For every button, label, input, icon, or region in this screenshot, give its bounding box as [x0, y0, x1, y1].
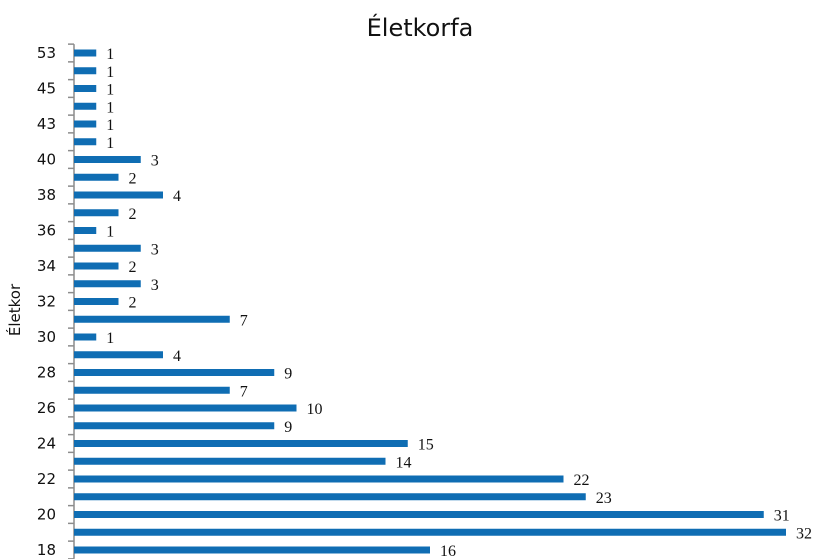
y-tick-label: 45	[37, 80, 56, 98]
bar	[74, 120, 97, 128]
bar	[74, 280, 141, 288]
data-label: 31	[774, 508, 790, 525]
bar	[74, 422, 275, 430]
data-label: 1	[106, 64, 114, 81]
bar	[74, 209, 119, 217]
bar	[74, 440, 408, 447]
data-label: 1	[106, 46, 114, 63]
data-label: 1	[106, 82, 114, 99]
y-tick-labels: 53 45 43 40 38 36 34 32 30 28 26 24 22 20 18	[37, 44, 56, 559]
data-label: 22	[574, 472, 590, 489]
data-label: 1	[106, 99, 114, 116]
y-tick-label: 24	[37, 435, 56, 453]
data-label: 15	[418, 437, 434, 454]
data-label: 2	[129, 259, 137, 276]
y-axis	[68, 43, 75, 559]
data-label: 4	[173, 188, 181, 205]
y-tick-label: 34	[37, 257, 56, 275]
bar	[74, 49, 97, 57]
data-label: 3	[151, 277, 159, 294]
y-tick-label: 18	[37, 541, 56, 559]
data-label: 32	[796, 525, 812, 542]
data-label: 14	[396, 454, 412, 471]
bar	[74, 67, 97, 75]
bar	[74, 315, 230, 323]
bar	[74, 173, 119, 181]
data-label: 9	[284, 419, 292, 436]
bar	[74, 244, 141, 252]
bar	[74, 262, 119, 270]
y-tick-label: 22	[37, 470, 56, 488]
data-label: 7	[240, 312, 248, 329]
data-label: 2	[129, 206, 137, 223]
data-label: 7	[240, 383, 248, 400]
y-tick-label: 53	[37, 44, 56, 62]
data-label: 10	[307, 401, 323, 418]
y-tick-label: 43	[37, 115, 56, 133]
bar	[74, 404, 297, 412]
data-label: 1	[106, 135, 114, 152]
y-tick-label: 40	[37, 151, 56, 169]
y-tick-label: 32	[37, 293, 56, 311]
y-tick-label: 36	[37, 222, 56, 240]
bar	[74, 138, 97, 146]
bar	[74, 528, 786, 536]
data-label: 2	[129, 295, 137, 312]
y-tick-label: 30	[37, 328, 56, 346]
bar	[74, 298, 119, 305]
data-label: 3	[151, 153, 159, 170]
bar	[74, 493, 586, 501]
bar	[74, 386, 230, 394]
bar	[74, 546, 430, 554]
data-label: 16	[440, 543, 456, 559]
bar	[74, 156, 141, 163]
data-label: 3	[151, 241, 159, 258]
bar	[74, 191, 163, 199]
y-tick-label: 38	[37, 186, 56, 204]
y-tick-label: 28	[37, 364, 56, 382]
y-tick-label: 20	[37, 506, 56, 524]
data-label: 9	[284, 366, 292, 383]
bar	[74, 475, 564, 483]
bar	[74, 333, 97, 341]
data-label: 4	[173, 348, 181, 365]
data-label: 23	[596, 490, 612, 507]
bar	[74, 351, 163, 359]
bars	[74, 49, 786, 554]
data-label: 2	[129, 170, 137, 187]
chart-title: Életkorfa	[367, 13, 474, 42]
bar	[74, 85, 97, 92]
y-tick-label: 26	[37, 399, 56, 417]
data-label: 1	[106, 224, 114, 241]
data-label: 1	[106, 117, 114, 134]
data-label: 1	[106, 330, 114, 347]
bar	[74, 102, 97, 110]
bar	[74, 227, 97, 234]
bar	[74, 511, 764, 518]
bar	[74, 457, 386, 465]
y-axis-label: Életkor	[5, 283, 24, 336]
bar	[74, 369, 275, 376]
